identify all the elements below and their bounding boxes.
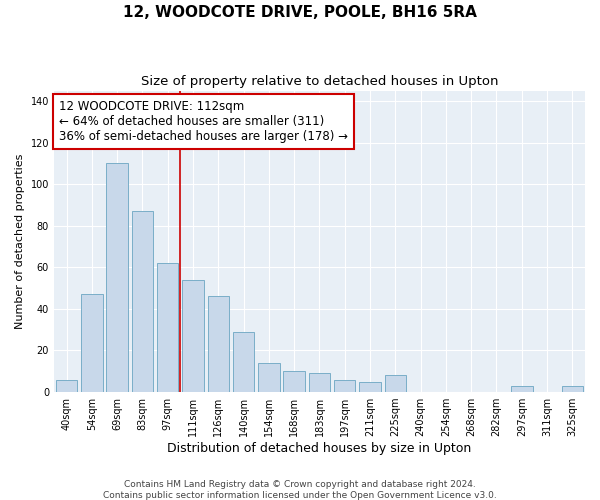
Text: 12, WOODCOTE DRIVE, POOLE, BH16 5RA: 12, WOODCOTE DRIVE, POOLE, BH16 5RA	[123, 5, 477, 20]
Bar	[385, 376, 406, 392]
Bar	[106, 164, 128, 392]
Text: 12 WOODCOTE DRIVE: 112sqm
← 64% of detached houses are smaller (311)
36% of semi: 12 WOODCOTE DRIVE: 112sqm ← 64% of detac…	[59, 100, 348, 142]
Bar	[81, 294, 103, 392]
Bar	[182, 280, 204, 392]
Y-axis label: Number of detached properties: Number of detached properties	[15, 154, 25, 329]
Title: Size of property relative to detached houses in Upton: Size of property relative to detached ho…	[141, 75, 498, 88]
Bar	[233, 332, 254, 392]
X-axis label: Distribution of detached houses by size in Upton: Distribution of detached houses by size …	[167, 442, 472, 455]
Bar	[131, 211, 153, 392]
Bar	[562, 386, 583, 392]
Bar	[56, 380, 77, 392]
Bar	[283, 372, 305, 392]
Bar	[309, 374, 330, 392]
Bar	[511, 386, 533, 392]
Bar	[157, 263, 178, 392]
Bar	[334, 380, 355, 392]
Bar	[359, 382, 381, 392]
Text: Contains HM Land Registry data © Crown copyright and database right 2024.
Contai: Contains HM Land Registry data © Crown c…	[103, 480, 497, 500]
Bar	[258, 363, 280, 392]
Bar	[208, 296, 229, 392]
